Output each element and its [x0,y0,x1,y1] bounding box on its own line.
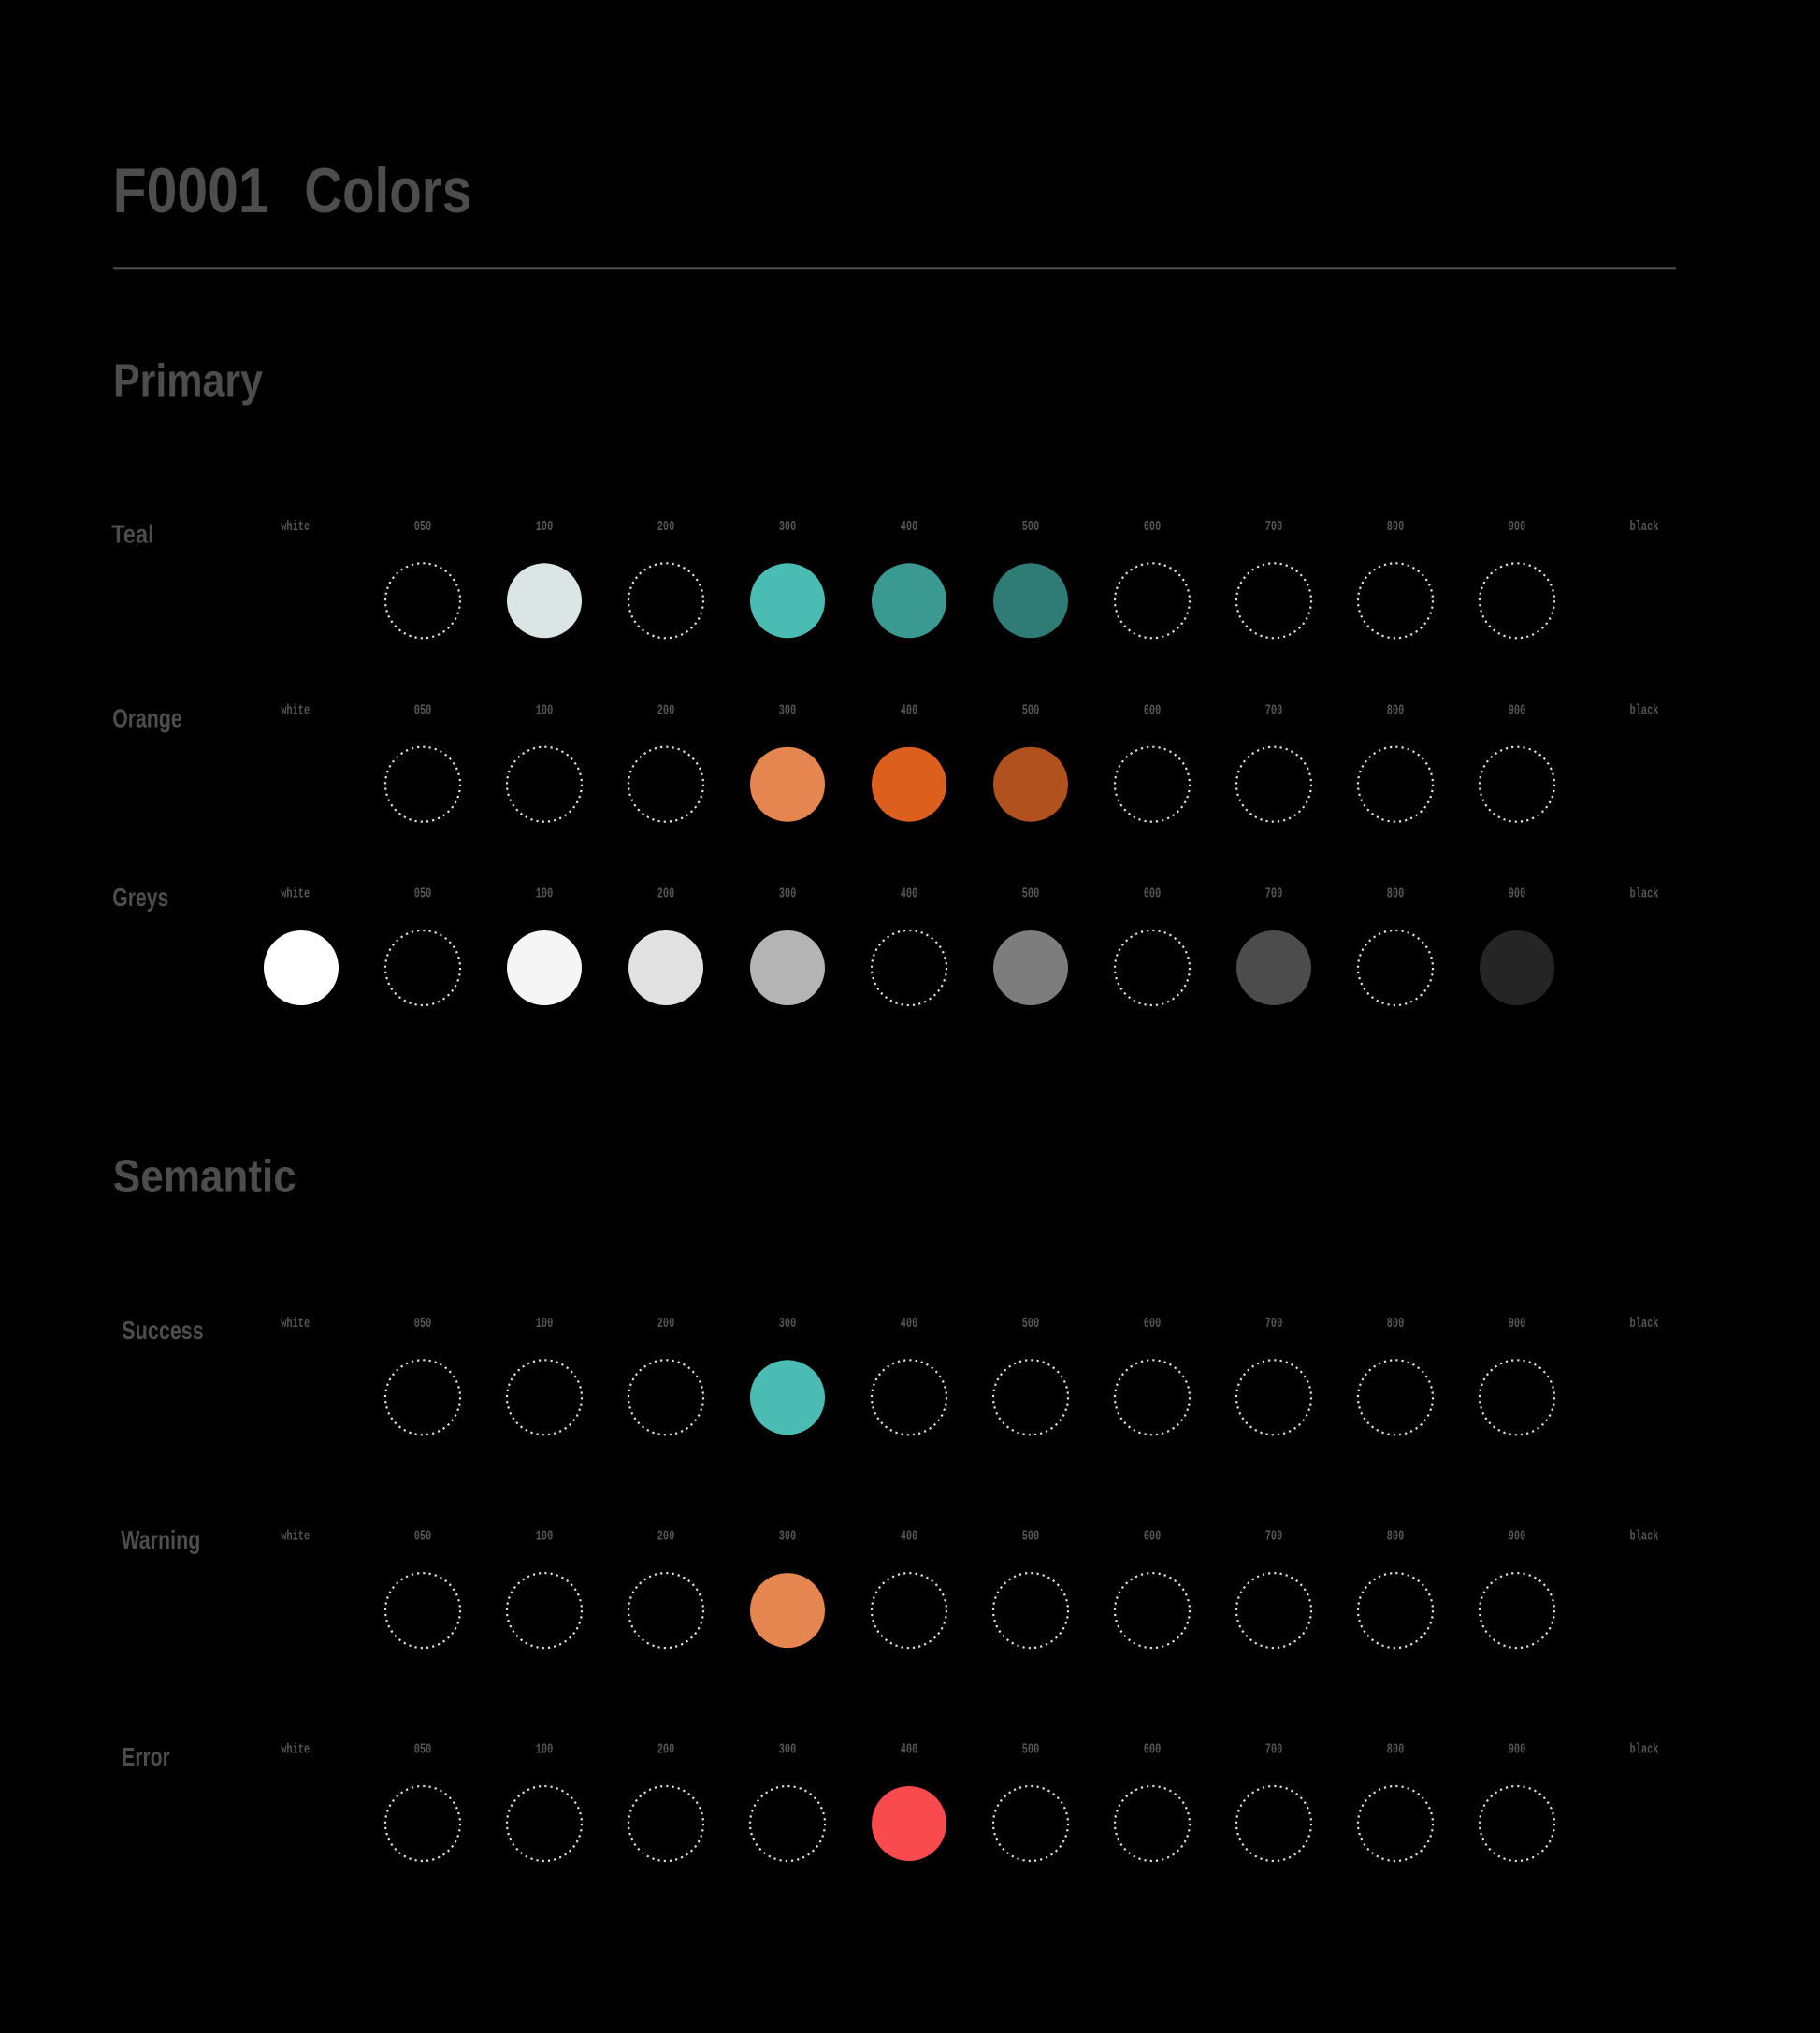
svg-text:100: 100 [536,1316,554,1332]
svg-text:400: 400 [901,519,918,535]
svg-text:100: 100 [536,702,554,718]
svg-text:800: 800 [1387,702,1405,718]
svg-text:200: 200 [657,1529,675,1545]
svg-text:700: 700 [1265,887,1283,902]
svg-text:050: 050 [414,1316,432,1332]
svg-text:400: 400 [901,1529,918,1545]
svg-text:050: 050 [414,887,432,902]
svg-text:900: 900 [1509,1529,1526,1545]
svg-text:Greys: Greys [112,883,168,912]
svg-text:800: 800 [1387,887,1405,902]
svg-text:800: 800 [1387,519,1405,535]
svg-text:white: white [281,519,310,535]
svg-text:100: 100 [536,1742,554,1758]
svg-text:black: black [1630,1742,1659,1758]
svg-text:050: 050 [414,1742,432,1758]
svg-text:200: 200 [657,1316,675,1332]
svg-text:900: 900 [1509,702,1526,718]
svg-text:Primary: Primary [113,356,263,407]
svg-text:600: 600 [1144,519,1162,535]
svg-text:Warning: Warning [121,1525,200,1554]
svg-text:500: 500 [1022,1316,1040,1332]
svg-text:800: 800 [1387,1316,1405,1332]
svg-text:050: 050 [414,1529,432,1545]
svg-text:400: 400 [901,702,918,718]
svg-text:050: 050 [414,702,432,718]
svg-text:white: white [281,702,310,718]
svg-text:900: 900 [1509,519,1526,535]
svg-text:white: white [281,1742,310,1758]
svg-text:600: 600 [1144,887,1162,902]
svg-text:200: 200 [657,519,675,535]
svg-text:black: black [1630,887,1659,902]
svg-text:500: 500 [1022,1529,1040,1545]
svg-text:200: 200 [657,1742,675,1758]
svg-text:Orange: Orange [112,703,182,732]
svg-text:400: 400 [901,1742,918,1758]
svg-text:300: 300 [779,887,797,902]
svg-text:100: 100 [536,1529,554,1545]
svg-text:500: 500 [1022,702,1040,718]
svg-text:200: 200 [657,702,675,718]
svg-text:500: 500 [1022,1742,1040,1758]
svg-text:050: 050 [414,519,432,535]
svg-text:300: 300 [779,1316,797,1332]
svg-text:100: 100 [536,519,554,535]
svg-text:800: 800 [1387,1742,1405,1758]
svg-text:600: 600 [1144,1316,1162,1332]
svg-text:100: 100 [536,887,554,902]
svg-text:600: 600 [1144,702,1162,718]
svg-text:white: white [281,1316,310,1332]
svg-text:Semantic: Semantic [113,1151,296,1202]
svg-text:Error: Error [122,1742,170,1771]
svg-text:300: 300 [779,1529,797,1545]
svg-text:300: 300 [779,1742,797,1758]
svg-text:900: 900 [1509,887,1526,902]
svg-text:500: 500 [1022,519,1040,535]
svg-text:700: 700 [1265,1742,1283,1758]
svg-text:900: 900 [1509,1316,1526,1332]
svg-text:200: 200 [657,887,675,902]
svg-text:600: 600 [1144,1742,1162,1758]
svg-text:400: 400 [901,887,918,902]
svg-text:black: black [1630,1316,1659,1332]
svg-text:white: white [281,1529,310,1545]
svg-text:800: 800 [1387,1529,1405,1545]
svg-text:700: 700 [1265,1316,1283,1332]
svg-text:black: black [1630,702,1659,718]
svg-text:white: white [281,887,310,902]
svg-text:700: 700 [1265,519,1283,535]
svg-text:900: 900 [1509,1742,1526,1758]
svg-text:Success: Success [122,1316,204,1345]
svg-text:700: 700 [1265,1529,1283,1545]
svg-text:600: 600 [1144,1529,1162,1545]
svg-text:Teal: Teal [111,520,154,549]
svg-text:Colors: Colors [304,156,471,226]
svg-text:400: 400 [901,1316,918,1332]
svg-text:black: black [1630,1529,1659,1545]
svg-text:700: 700 [1265,702,1283,718]
svg-text:300: 300 [779,702,797,718]
svg-text:F0001: F0001 [113,156,269,226]
svg-text:300: 300 [779,519,797,535]
svg-text:black: black [1630,519,1659,535]
svg-text:500: 500 [1022,887,1040,902]
